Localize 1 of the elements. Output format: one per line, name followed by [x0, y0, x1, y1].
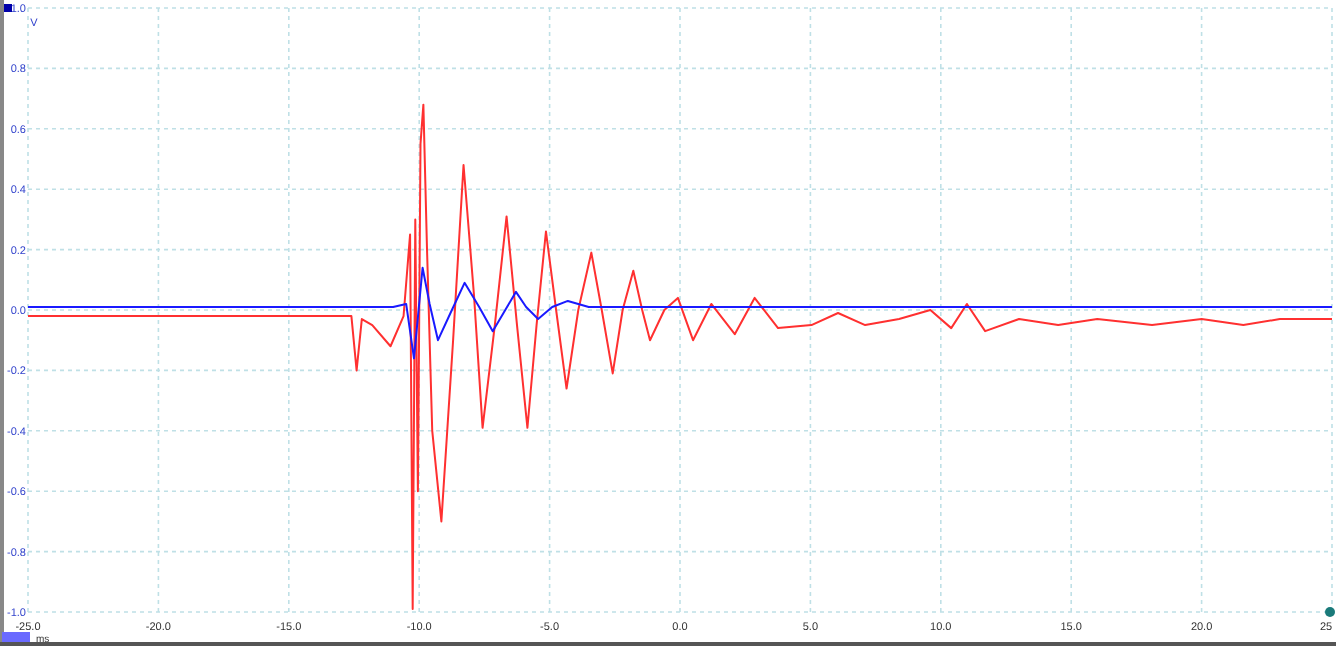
- line-series: [27, 266, 1333, 360]
